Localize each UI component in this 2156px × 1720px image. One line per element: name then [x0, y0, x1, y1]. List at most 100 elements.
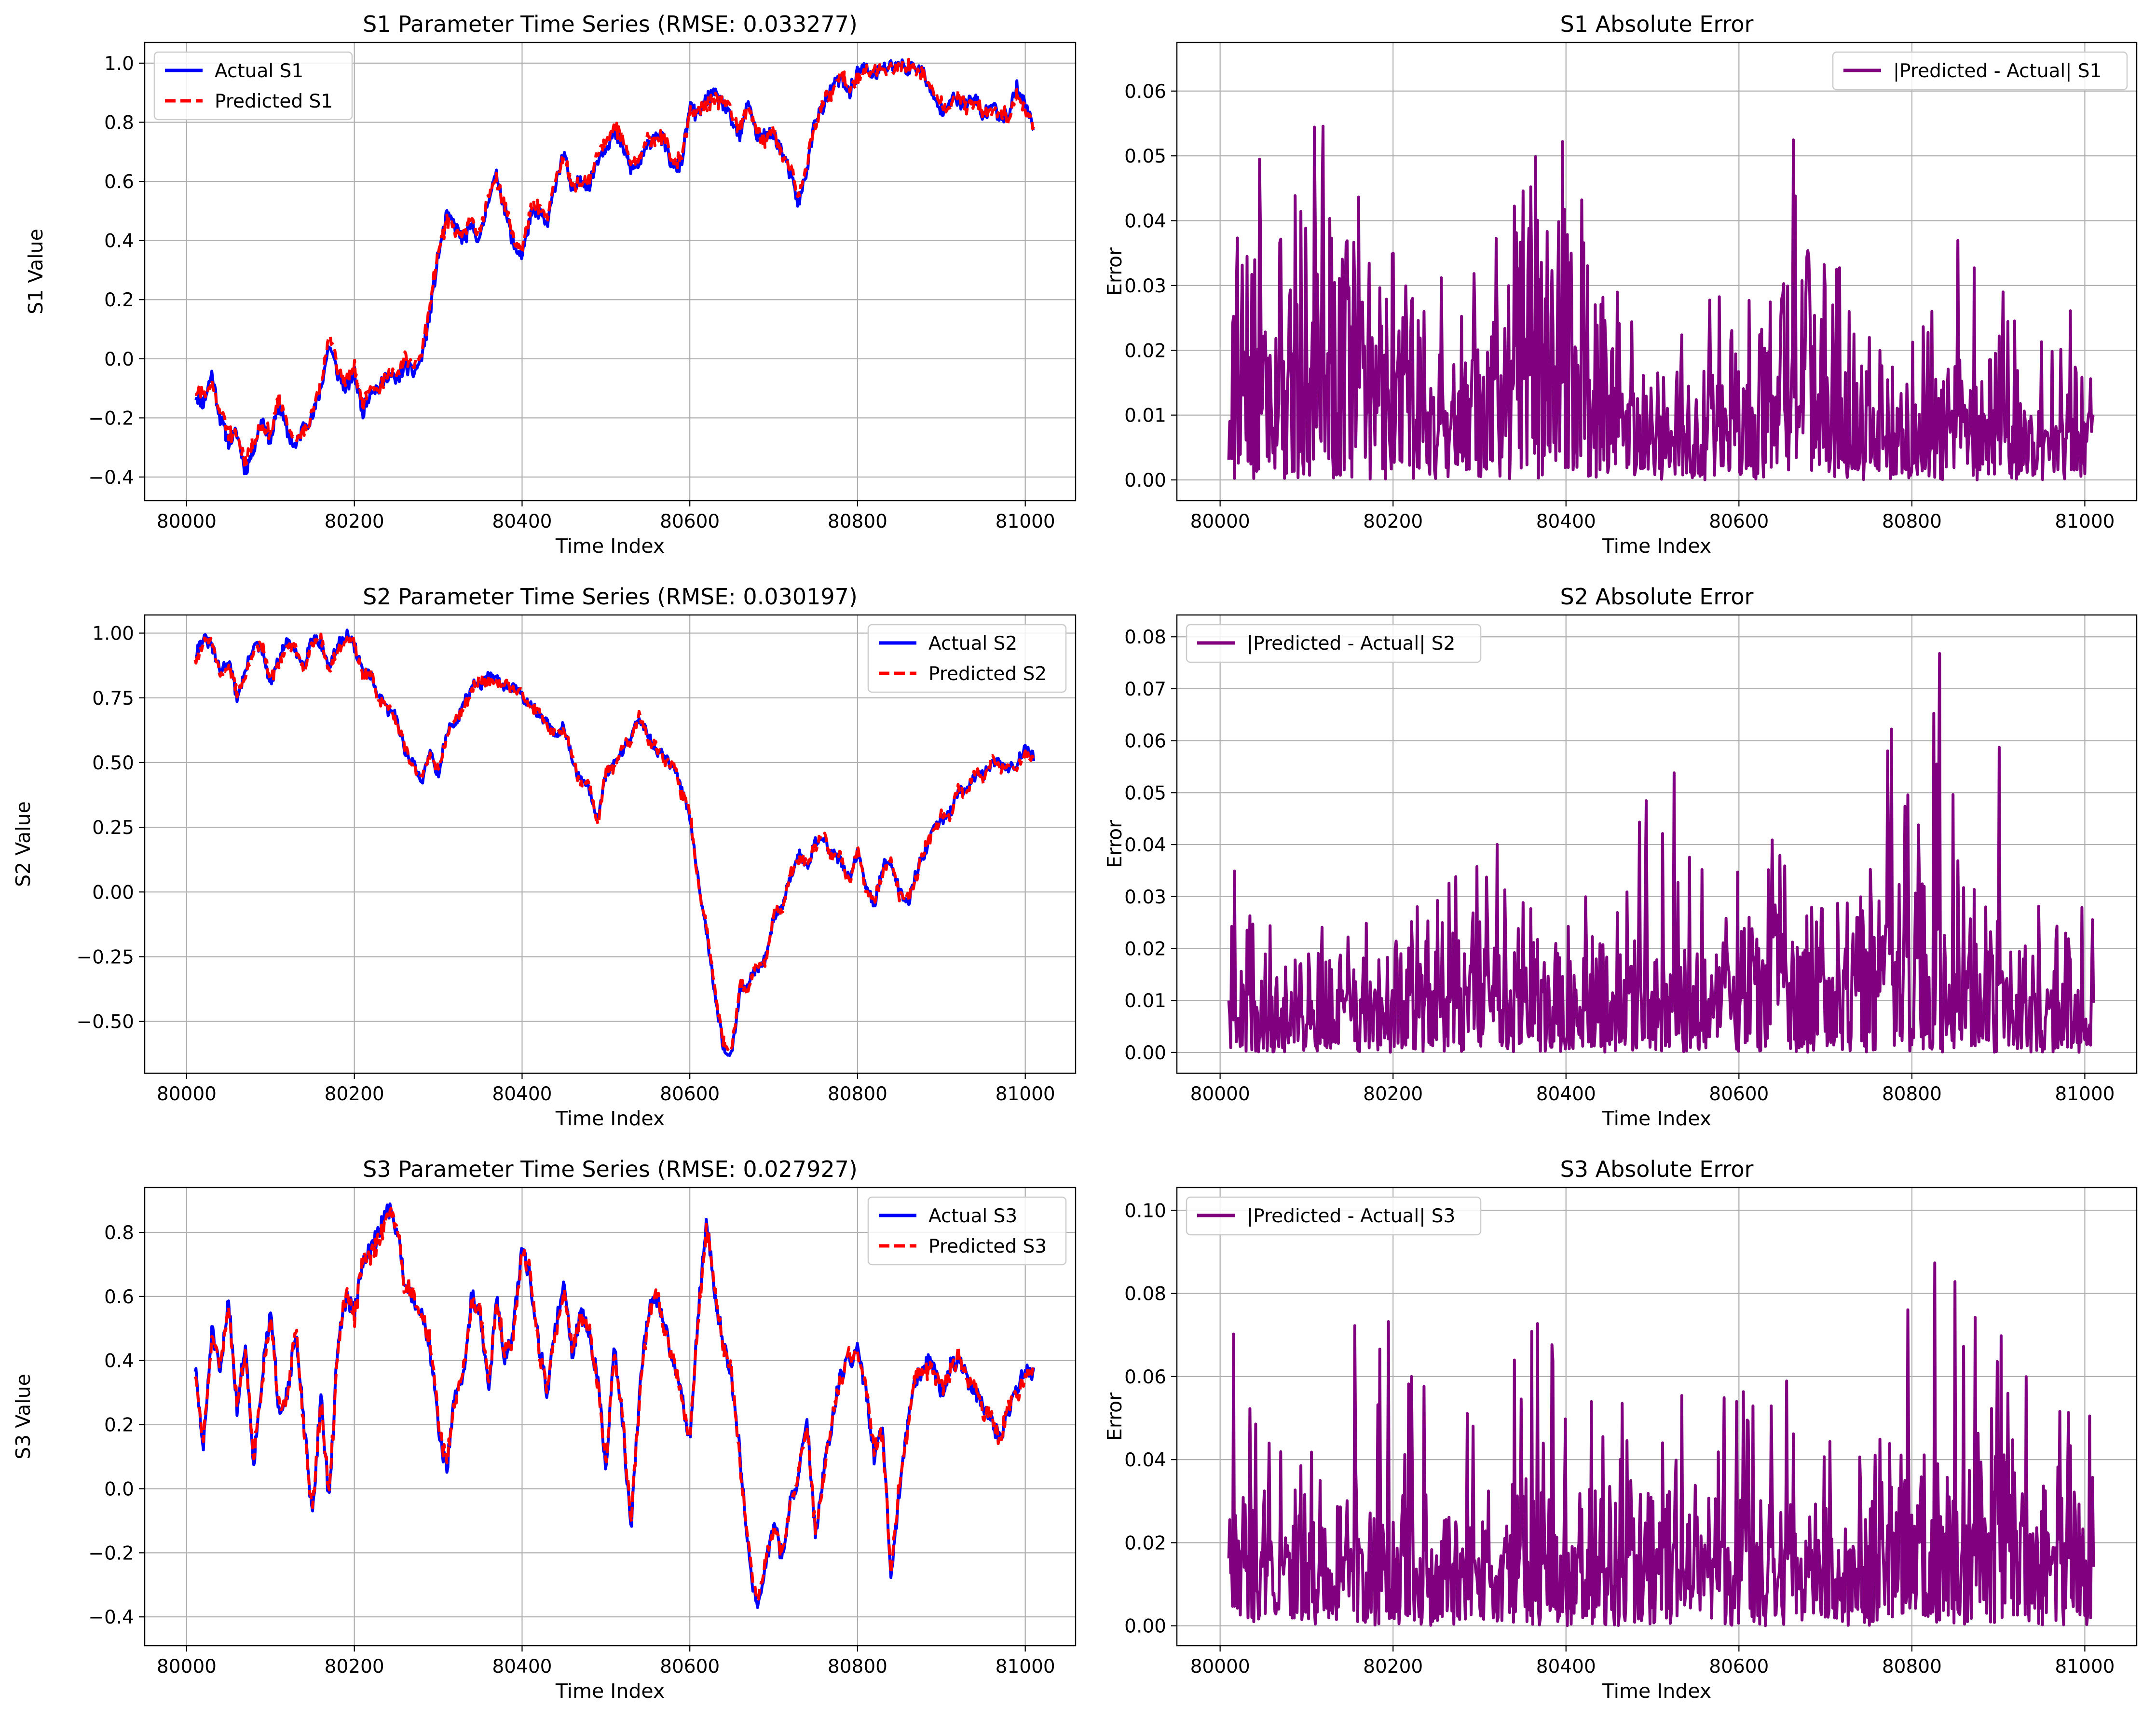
y-tick-label: 0.2 — [104, 1415, 134, 1436]
y-tick-label: 0.4 — [104, 1351, 134, 1372]
y-tick-label: 0.06 — [1124, 1366, 1166, 1388]
x-tick-label: 80800 — [1882, 511, 1942, 532]
x-axis-label: Time Index — [1602, 1107, 1711, 1130]
x-axis-label: Time Index — [555, 1679, 665, 1703]
x-tick-label: 80800 — [828, 511, 887, 532]
plot-area — [193, 1202, 1036, 1609]
x-axis-label: Time Index — [1602, 1679, 1711, 1703]
x-tick-label: 80400 — [1536, 1656, 1596, 1678]
x-tick-label: 80200 — [1363, 511, 1423, 532]
series-line-predicted — [193, 1206, 1036, 1601]
y-tick-label: 0.6 — [104, 1286, 134, 1308]
y-tick-label: 0.03 — [1124, 275, 1166, 297]
plot-area — [193, 628, 1036, 1057]
subplot-6: 80000 80200 80400 80600 80800 81000 0.00 0.02 0.… — [1103, 1156, 2138, 1703]
y-tick-label: 0.01 — [1124, 405, 1166, 427]
series-line-error — [1227, 652, 2095, 1054]
y-axis-label: S1 Value — [24, 229, 47, 314]
chart-title: S2 Absolute Error — [1560, 584, 1754, 610]
y-tick-label: 1.00 — [92, 623, 134, 645]
x-tick-label: 80400 — [492, 511, 552, 532]
legend-box — [1186, 1196, 1482, 1236]
axes-frame — [144, 1187, 1077, 1647]
y-tick-label: 0.04 — [1124, 834, 1166, 856]
axes-frame — [1176, 41, 2138, 502]
y-tick-label: 0.03 — [1124, 887, 1166, 908]
y-tick-label: 0.05 — [1124, 782, 1166, 804]
x-tick-label: 80800 — [1882, 1083, 1942, 1105]
y-axis-label: Error — [1103, 1392, 1126, 1441]
y-tick-label: 0.02 — [1124, 938, 1166, 960]
legend: Actual S3 Predicted S3 — [867, 1196, 1067, 1266]
x-tick-label: 81000 — [996, 1083, 1055, 1105]
subplot-2: 80000 80200 80400 80600 80800 81000 0.00 0.01 0.… — [1103, 11, 2138, 558]
y-tick-label: 0.08 — [1124, 627, 1166, 648]
x-tick-label: 80200 — [1363, 1656, 1423, 1678]
series-line-predicted — [193, 632, 1036, 1051]
x-tick-label: 80400 — [492, 1656, 552, 1678]
x-tick-label: 80000 — [1190, 511, 1250, 532]
x-tick-label: 80200 — [325, 1083, 384, 1105]
y-axis-label: Error — [1103, 820, 1126, 868]
x-tick-label: 80600 — [1709, 511, 1769, 532]
x-tick-label: 80600 — [1709, 1656, 1769, 1678]
legend-label: Predicted S2 — [928, 663, 1047, 685]
legend-box — [867, 624, 1067, 693]
y-tick-label: 0.05 — [1124, 146, 1166, 167]
legend-box — [1832, 51, 2128, 91]
legend-label: |Predicted - Actual| S2 — [1247, 633, 1455, 655]
y-tick-label: 0.02 — [1124, 1532, 1166, 1554]
x-tick-label: 80000 — [157, 1656, 217, 1678]
x-tick-label: 80600 — [1709, 1083, 1769, 1105]
chart-title: S1 Parameter Time Series (RMSE: 0.033277… — [363, 11, 858, 37]
subplot-5: 80000 80200 80400 80600 80800 81000 −0.4 −0.2 0.… — [12, 1156, 1077, 1703]
x-tick-label: 80000 — [157, 511, 217, 532]
y-tick-label: −0.50 — [76, 1011, 134, 1033]
legend: Actual S1 Predicted S1 — [153, 51, 353, 121]
legend-box — [153, 51, 353, 121]
y-tick-label: −0.2 — [88, 408, 134, 429]
y-tick-label: 0.06 — [1124, 81, 1166, 103]
x-tick-label: 80000 — [157, 1083, 217, 1105]
plot-area — [1227, 652, 2095, 1054]
y-tick-label: 0.6 — [104, 171, 134, 193]
x-tick-label: 80600 — [660, 1083, 720, 1105]
legend: |Predicted - Actual| S3 — [1186, 1196, 1482, 1236]
y-tick-label: 0.0 — [104, 349, 134, 370]
series-line-predicted — [194, 57, 1035, 467]
y-tick-label: 0.0 — [104, 1478, 134, 1500]
x-tick-label: 80400 — [492, 1083, 552, 1105]
legend-label: Actual S1 — [215, 60, 303, 82]
x-tick-label: 81000 — [996, 1656, 1055, 1678]
x-axis-label: Time Index — [555, 1107, 665, 1130]
legend-label: |Predicted - Actual| S1 — [1893, 60, 2101, 82]
subplot-3: 80000 80200 80400 80600 80800 81000 −0.50 −0.25… — [12, 584, 1077, 1130]
chart-title: S3 Parameter Time Series (RMSE: 0.027927… — [363, 1156, 858, 1182]
axes-frame — [144, 41, 1077, 502]
legend-label: |Predicted - Actual| S3 — [1247, 1205, 1455, 1227]
x-tick-label: 81000 — [2055, 511, 2115, 532]
x-tick-label: 81000 — [2055, 1083, 2115, 1105]
subplot-4: 80000 80200 80400 80600 80800 81000 0.00 0.01 0.… — [1103, 584, 2138, 1130]
legend-label: Actual S3 — [928, 1205, 1017, 1227]
y-tick-label: 0.8 — [104, 112, 134, 134]
y-tick-label: 1.0 — [104, 53, 134, 75]
legend-label: Predicted S1 — [215, 91, 333, 112]
x-tick-label: 80800 — [828, 1656, 887, 1678]
chart-title: S3 Absolute Error — [1560, 1156, 1754, 1182]
x-tick-label: 80200 — [325, 511, 384, 532]
x-tick-label: 80600 — [660, 511, 720, 532]
x-tick-label: 80800 — [1882, 1656, 1942, 1678]
legend-label: Actual S2 — [928, 633, 1017, 655]
y-tick-label: 0.00 — [1124, 470, 1166, 491]
y-axis-label: S3 Value — [12, 1374, 35, 1460]
x-axis-label: Time Index — [1602, 534, 1711, 558]
series-line-actual — [194, 628, 1036, 1057]
legend: |Predicted - Actual| S1 — [1832, 51, 2128, 91]
x-tick-label: 80200 — [325, 1656, 384, 1678]
legend-label: Predicted S3 — [928, 1236, 1047, 1257]
x-tick-label: 80000 — [1190, 1656, 1250, 1678]
chart-title: S2 Parameter Time Series (RMSE: 0.030197… — [363, 584, 858, 610]
chart-title: S1 Absolute Error — [1560, 11, 1754, 37]
